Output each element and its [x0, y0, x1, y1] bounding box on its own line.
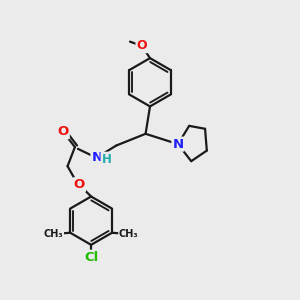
- Text: N: N: [92, 151, 103, 164]
- Text: O: O: [136, 39, 147, 52]
- Text: Cl: Cl: [84, 251, 98, 264]
- Text: O: O: [74, 178, 85, 191]
- Text: N: N: [172, 138, 184, 151]
- Text: CH₃: CH₃: [119, 229, 139, 239]
- Text: H: H: [101, 153, 111, 166]
- Text: O: O: [58, 125, 69, 138]
- Text: CH₃: CH₃: [44, 229, 63, 239]
